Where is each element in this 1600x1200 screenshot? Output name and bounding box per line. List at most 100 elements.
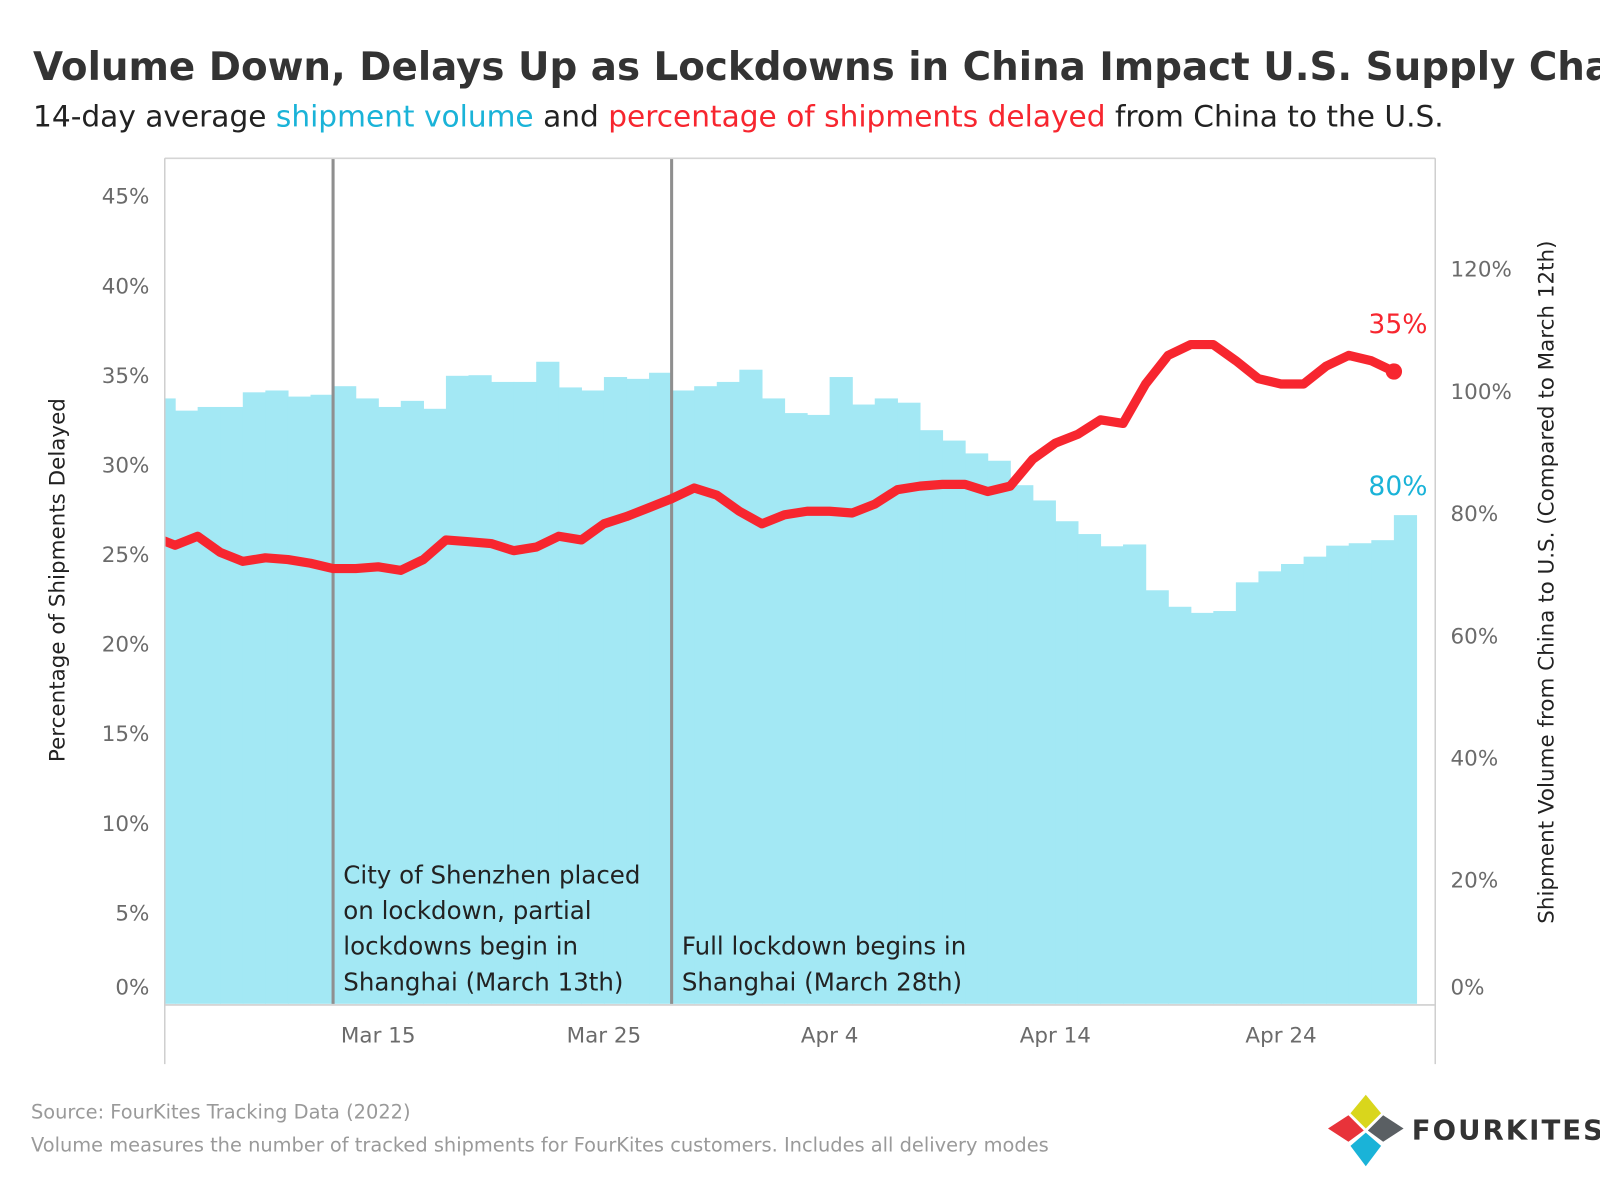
annotation-text: on lockdown, partial bbox=[343, 896, 591, 925]
bar bbox=[1213, 611, 1237, 1004]
logo-text: FOURKITES bbox=[1412, 1114, 1600, 1147]
annotation-text: City of Shenzhen placed bbox=[343, 860, 640, 889]
y-tick-label: 45% bbox=[102, 185, 150, 210]
bar bbox=[1168, 606, 1192, 1004]
bar bbox=[1326, 545, 1350, 1004]
y-tick-label: 15% bbox=[102, 722, 150, 747]
bar bbox=[603, 377, 628, 1004]
x-tick-label: Mar 25 bbox=[567, 1024, 642, 1049]
bar bbox=[1190, 612, 1214, 1004]
bar bbox=[897, 402, 921, 1004]
bar bbox=[491, 381, 515, 1004]
bar bbox=[1077, 534, 1102, 1004]
bar bbox=[829, 377, 853, 1004]
bar bbox=[649, 372, 673, 1004]
y-tick-label: 10% bbox=[102, 812, 150, 837]
bar bbox=[1010, 485, 1034, 1004]
annotation-text: Shanghai (March 28th) bbox=[682, 967, 962, 996]
logo-shape bbox=[1350, 1094, 1382, 1129]
data-label: 80% bbox=[1368, 471, 1427, 502]
bar bbox=[965, 453, 989, 1004]
annotation-text: Full lockdown begins in bbox=[682, 932, 966, 961]
bar bbox=[919, 430, 944, 1004]
logo-shape bbox=[1328, 1115, 1364, 1142]
legend-entry: shipment volume bbox=[276, 99, 534, 133]
bar bbox=[581, 390, 605, 1004]
subtitle-text: from China to the U.S. bbox=[1115, 99, 1444, 133]
y2-tick-label: 80% bbox=[1451, 502, 1499, 527]
bar bbox=[1371, 540, 1395, 1004]
chart-title: Volume Down, Delays Up as Lockdowns in C… bbox=[33, 45, 1600, 90]
chart-subtitle: 14-day average shipment volume and perce… bbox=[33, 99, 1444, 133]
y-tick-label: 20% bbox=[102, 633, 150, 658]
bar bbox=[242, 392, 266, 1004]
logo-shape bbox=[1367, 1115, 1404, 1142]
bar bbox=[1235, 582, 1260, 1004]
logo: FOURKITES bbox=[1328, 1094, 1600, 1167]
bar bbox=[333, 386, 357, 1004]
annotation-layer: City of Shenzhen placed on lockdown, part… bbox=[331, 158, 966, 1004]
y2-tick-label: 20% bbox=[1451, 869, 1499, 894]
line-layer bbox=[164, 339, 1403, 575]
y2-tick-label: 120% bbox=[1451, 258, 1512, 283]
y-tick-label: 35% bbox=[102, 364, 150, 389]
bar bbox=[164, 398, 176, 1004]
bar bbox=[694, 386, 718, 1004]
data-label: 35% bbox=[1368, 309, 1427, 340]
y2-tick-label: 100% bbox=[1451, 380, 1512, 405]
subtitle-text: 14-day average bbox=[33, 99, 266, 133]
annotation-text: Shanghai (March 13th) bbox=[343, 967, 623, 996]
bar bbox=[536, 361, 560, 1004]
bar bbox=[197, 406, 221, 1004]
y-tick-label: 30% bbox=[102, 453, 150, 478]
bar bbox=[1281, 563, 1305, 1004]
y2-tick-label: 40% bbox=[1451, 747, 1499, 772]
bar bbox=[1303, 556, 1327, 1004]
bar bbox=[1258, 571, 1282, 1004]
y2-tick-label: 0% bbox=[1451, 976, 1485, 1001]
y-tick-label: 25% bbox=[102, 543, 150, 568]
bar bbox=[378, 406, 402, 1004]
bar bbox=[1348, 543, 1372, 1004]
bar bbox=[987, 460, 1011, 1004]
line bbox=[164, 339, 1399, 575]
line-end-point bbox=[1385, 363, 1403, 380]
bar bbox=[468, 375, 492, 1004]
bar bbox=[445, 375, 470, 1004]
bar bbox=[513, 381, 537, 1004]
y-tick-label: 0% bbox=[115, 976, 149, 1001]
bar bbox=[287, 396, 312, 1004]
bar bbox=[265, 390, 289, 1004]
bar bbox=[220, 406, 244, 1004]
bar bbox=[175, 410, 199, 1004]
footnote: Volume measures the number of tracked sh… bbox=[31, 1133, 1049, 1156]
bar bbox=[739, 369, 763, 1004]
y2-tick-label: 60% bbox=[1451, 624, 1499, 649]
bar bbox=[874, 398, 898, 1004]
bar bbox=[1100, 546, 1124, 1004]
x-tick-label: Apr 4 bbox=[801, 1024, 859, 1049]
bar bbox=[761, 398, 786, 1004]
logo-shape bbox=[1350, 1132, 1382, 1167]
bar bbox=[310, 394, 334, 1004]
bar bbox=[626, 378, 650, 1004]
bar bbox=[1032, 500, 1056, 1004]
bar bbox=[355, 398, 379, 1004]
bar-layer bbox=[164, 361, 1418, 1004]
bar bbox=[1055, 521, 1079, 1004]
bar bbox=[1145, 590, 1169, 1004]
axes: 0% 5% 10% 15% 20% 25% 30% 35% 40% 45% 0% 20% 40% 60% 8… bbox=[102, 157, 1512, 1065]
bar bbox=[784, 413, 808, 1004]
y-axis-title: Percentage of Shipments Delayed bbox=[46, 398, 71, 762]
y-tick-label: 5% bbox=[115, 901, 149, 926]
bar bbox=[400, 400, 424, 1004]
bar bbox=[1123, 544, 1147, 1004]
annotation-text: lockdowns begin in bbox=[343, 932, 578, 961]
bar bbox=[942, 440, 966, 1004]
y-tick-label: 40% bbox=[102, 274, 150, 299]
bar bbox=[807, 414, 831, 1004]
subtitle-text: and bbox=[543, 99, 599, 133]
x-tick-label: Apr 24 bbox=[1245, 1024, 1316, 1049]
